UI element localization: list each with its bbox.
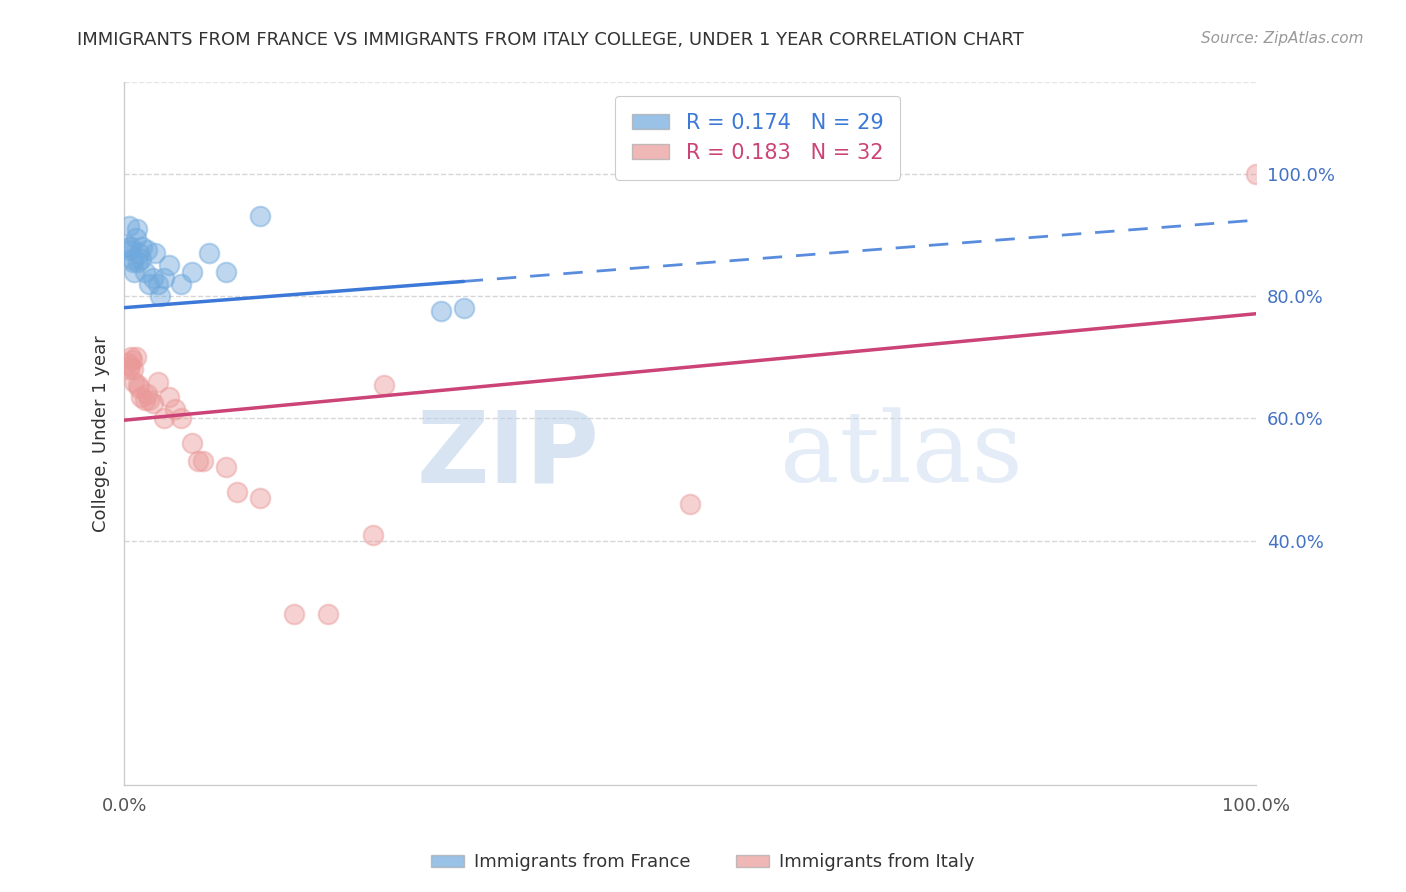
Point	[159, 259, 181, 273]
Point	[198, 246, 221, 260]
Point	[181, 435, 204, 450]
Point	[135, 387, 157, 401]
Point	[153, 270, 176, 285]
Point	[430, 304, 453, 318]
Point	[124, 350, 146, 364]
Point	[118, 219, 141, 233]
Point	[135, 243, 157, 257]
Point	[122, 362, 145, 376]
Point	[1244, 167, 1267, 181]
Point	[159, 390, 181, 404]
Point	[118, 359, 141, 374]
Point	[124, 375, 146, 389]
Text: IMMIGRANTS FROM FRANCE VS IMMIGRANTS FROM ITALY COLLEGE, UNDER 1 YEAR CORRELATIO: IMMIGRANTS FROM FRANCE VS IMMIGRANTS FRO…	[77, 31, 1024, 49]
Point	[170, 277, 193, 291]
Point	[149, 289, 172, 303]
Point	[226, 484, 249, 499]
Point	[117, 240, 139, 254]
Point	[138, 392, 160, 407]
Point	[215, 264, 238, 278]
Point	[181, 264, 204, 278]
Point	[124, 231, 146, 245]
Text: ZIP: ZIP	[416, 406, 599, 503]
Point	[361, 527, 384, 541]
Point	[679, 497, 702, 511]
Point	[127, 377, 149, 392]
Point	[146, 375, 169, 389]
Point	[453, 301, 475, 316]
Point	[193, 454, 215, 468]
Point	[124, 264, 146, 278]
Point	[118, 362, 141, 376]
Point	[121, 353, 143, 368]
Point	[131, 240, 153, 254]
Point	[127, 255, 149, 269]
Point	[141, 396, 163, 410]
Point	[283, 607, 305, 622]
Legend: R = 0.174   N = 29, R = 0.183   N = 32: R = 0.174 N = 29, R = 0.183 N = 32	[616, 95, 900, 179]
Point	[122, 255, 145, 269]
Point	[125, 221, 148, 235]
Point	[138, 277, 160, 291]
Point	[146, 277, 169, 291]
Point	[153, 411, 176, 425]
Point	[170, 411, 193, 425]
Point	[215, 460, 238, 475]
Point	[187, 454, 209, 468]
Point	[249, 210, 271, 224]
Point	[117, 356, 139, 370]
Y-axis label: College, Under 1 year: College, Under 1 year	[93, 335, 110, 532]
Text: atlas: atlas	[780, 407, 1024, 503]
Point	[120, 240, 142, 254]
Point	[165, 402, 187, 417]
Text: Source: ZipAtlas.com: Source: ZipAtlas.com	[1201, 31, 1364, 46]
Point	[134, 264, 156, 278]
Point	[129, 390, 152, 404]
Point	[134, 392, 156, 407]
Point	[249, 491, 271, 505]
Point	[118, 243, 141, 257]
Point	[128, 246, 150, 260]
Point	[121, 252, 143, 267]
Legend: Immigrants from France, Immigrants from Italy: Immigrants from France, Immigrants from …	[423, 847, 983, 879]
Point	[120, 350, 142, 364]
Point	[316, 607, 339, 622]
Point	[129, 252, 152, 267]
Point	[373, 377, 395, 392]
Point	[128, 381, 150, 395]
Point	[141, 270, 163, 285]
Point	[143, 246, 166, 260]
